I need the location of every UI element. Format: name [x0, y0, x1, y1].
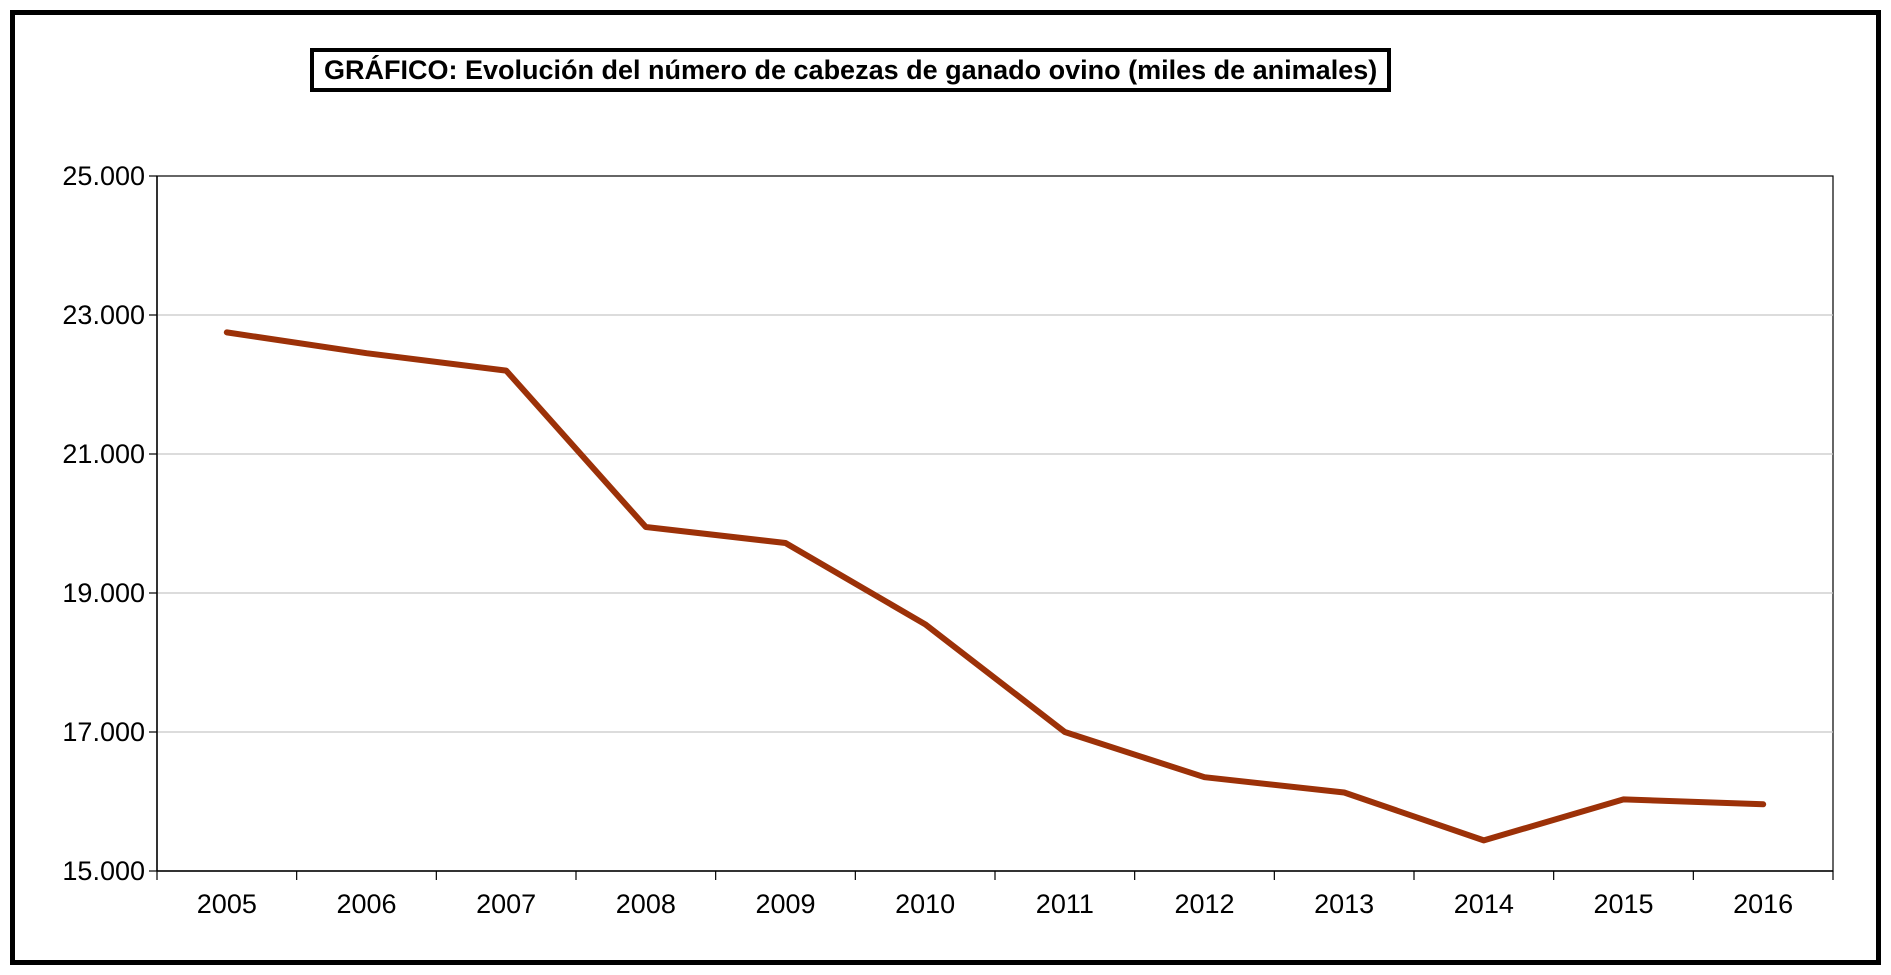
- x-tick-label: 2010: [895, 889, 955, 919]
- series-line: [223, 329, 1767, 844]
- data-point: [364, 350, 369, 356]
- data-point: [1621, 796, 1626, 802]
- data-point: [1062, 729, 1068, 735]
- x-tick-label: 2014: [1454, 889, 1514, 919]
- chart-title-box: GRÁFICO: Evolución del número de cabezas…: [310, 48, 1392, 92]
- x-tick-label: 2012: [1174, 889, 1234, 919]
- x-tick-label: 2008: [616, 889, 676, 919]
- y-tick-label: 15.000: [62, 856, 145, 886]
- y-tick-label: 19.000: [62, 578, 145, 608]
- y-tick-label: 17.000: [62, 717, 145, 747]
- x-tick-label: 2011: [1036, 889, 1094, 919]
- plot-area: [156, 175, 1834, 872]
- x-tick-label: 2015: [1593, 889, 1653, 919]
- x-tick-label: 2013: [1314, 889, 1374, 919]
- data-point: [1760, 801, 1766, 807]
- y-tick-label: 23.000: [62, 300, 145, 330]
- x-tick-label: 2006: [336, 889, 396, 919]
- x-tick-label: 2016: [1733, 889, 1793, 919]
- y-tick-label: 21.000: [62, 439, 145, 469]
- data-point: [1202, 774, 1207, 780]
- data-point: [922, 621, 928, 627]
- x-tick-label: 2007: [476, 889, 536, 919]
- chart-title: GRÁFICO: Evolución del número de cabezas…: [324, 54, 1378, 85]
- data-point: [224, 329, 230, 335]
- data-point: [1481, 837, 1487, 843]
- data-point: [503, 368, 509, 374]
- x-tick-label: 2005: [197, 889, 257, 919]
- data-point: [1341, 789, 1347, 795]
- x-tick-label: 2009: [755, 889, 815, 919]
- data-point: [783, 540, 788, 546]
- data-point: [643, 524, 649, 530]
- y-tick-label: 25.000: [62, 161, 145, 191]
